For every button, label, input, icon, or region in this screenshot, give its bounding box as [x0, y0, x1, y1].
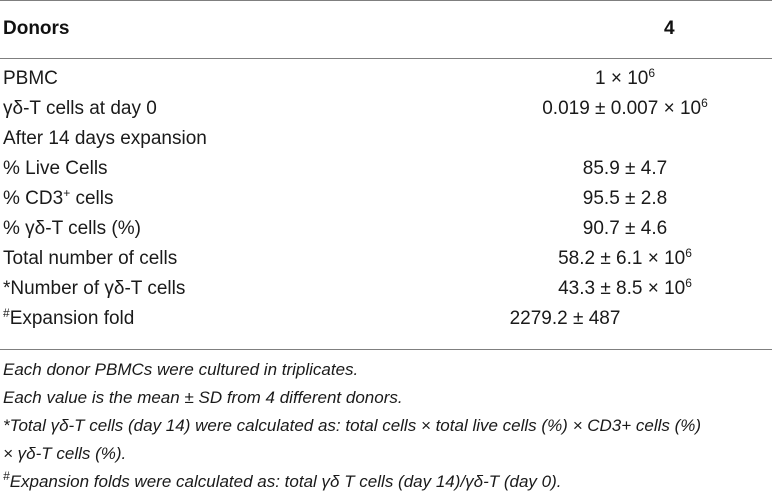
row-value: 95.5 ± 2.8	[582, 188, 668, 209]
row-value: 1 × 106	[594, 66, 656, 89]
footnote-mean-sd: Each value is the mean ± SD from 4 diffe…	[3, 388, 403, 407]
table-row-gd-day0: γδ-T cells at day 0 0.019 ± 0.007 × 106	[0, 94, 772, 124]
row-value: 2279.2 ± 487	[509, 308, 621, 329]
row-label: #Expansion fold	[3, 306, 135, 329]
table-top-rule	[0, 0, 772, 1]
table-row-pbmc: PBMC 1 × 106	[0, 64, 772, 94]
row-value: 0.019 ± 0.007 × 106	[542, 96, 708, 119]
row-value: 85.9 ± 4.7	[582, 158, 668, 179]
row-label: *Number of γδ-T cells	[3, 278, 186, 299]
table-row-total-cells: Total number of cells 58.2 ± 6.1 × 106	[0, 244, 772, 274]
table-header-rule	[0, 58, 772, 59]
table-body: PBMC 1 × 106 γδ-T cells at day 0 0.019 ±…	[0, 64, 772, 334]
row-value: 43.3 ± 8.5 × 106	[558, 276, 692, 299]
table-row-expansion-fold: #Expansion fold 2279.2 ± 487	[0, 304, 772, 334]
header-donors-count: 4	[664, 18, 675, 39]
footnote-total-gd-calc: *Total γδ-T cells (day 14) were calculat…	[3, 416, 702, 435]
table-bottom-rule	[0, 349, 772, 350]
footnote-expansion-fold: #Expansion folds were calculated as: tot…	[3, 469, 562, 491]
table-row-gd-number: *Number of γδ-T cells 43.3 ± 8.5 × 106	[0, 274, 772, 304]
row-label: % Live Cells	[3, 158, 108, 179]
table-row-section-after-14-days: After 14 days expansion	[0, 124, 772, 154]
table-row-cd3-cells: % CD3+ cells 95.5 ± 2.8	[0, 184, 772, 214]
row-label: % CD3+ cells	[3, 186, 114, 209]
row-label: % γδ-T cells (%)	[3, 218, 141, 239]
row-label: PBMC	[3, 68, 58, 89]
table-row-live-cells: % Live Cells 85.9 ± 4.7	[0, 154, 772, 184]
table-row-gd-percent: % γδ-T cells (%) 90.7 ± 4.6	[0, 214, 772, 244]
row-label: After 14 days expansion	[3, 128, 207, 149]
footnote-total-gd-calc-cont: × γδ-T cells (%).	[3, 444, 127, 463]
row-value: 90.7 ± 4.6	[582, 218, 668, 239]
row-label: γδ-T cells at day 0	[3, 98, 157, 119]
row-label: Total number of cells	[3, 248, 178, 269]
footnote-triplicates: Each donor PBMCs were cultured in tripli…	[3, 360, 359, 379]
row-value: 58.2 ± 6.1 × 106	[558, 246, 692, 269]
header-donors-label: Donors	[3, 18, 70, 39]
table-footnotes: Each donor PBMCs were cultured in tripli…	[3, 356, 771, 496]
